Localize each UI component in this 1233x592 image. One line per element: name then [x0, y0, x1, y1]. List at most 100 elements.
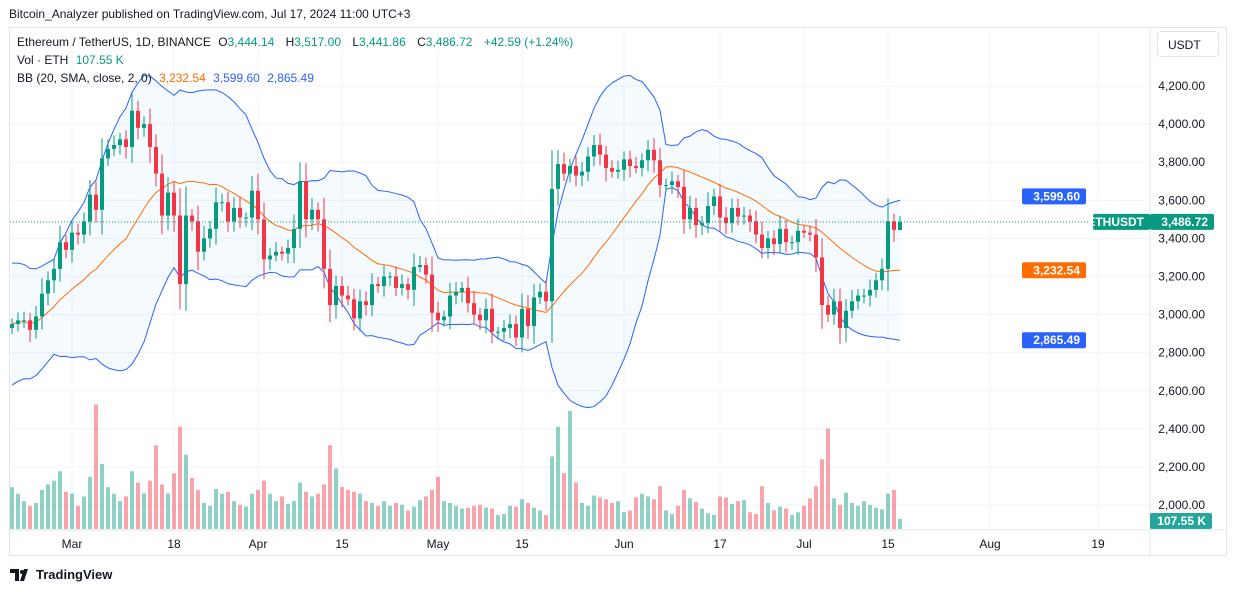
candle-body	[832, 301, 836, 315]
volume-bar	[448, 502, 452, 529]
volume-bar	[604, 499, 608, 529]
volume-bar	[790, 515, 794, 529]
volume-bar	[832, 498, 836, 529]
candle-body	[670, 181, 674, 186]
volume-bar	[94, 404, 98, 529]
currency-button[interactable]: USDT	[1157, 31, 1219, 57]
volume-bar	[310, 496, 314, 529]
price-tick-label: 4,000.00	[1158, 117, 1205, 131]
volume-bar	[490, 508, 494, 529]
open-label: O	[218, 35, 228, 49]
candle-body	[868, 289, 872, 296]
candle-body	[460, 287, 464, 292]
bb-upper-tag: 3,599.60	[1033, 189, 1080, 203]
price-tick-label: 2,600.00	[1158, 384, 1205, 398]
candle-body	[466, 287, 470, 304]
volume-bar	[670, 514, 674, 529]
candle-body	[772, 238, 776, 245]
volume-bar	[382, 501, 386, 529]
bb-lower-tag: 2,865.49	[1033, 333, 1080, 347]
volume-bar	[796, 512, 800, 529]
candle-body	[130, 110, 134, 147]
chart-frame[interactable]	[9, 27, 1227, 556]
volume-bar	[130, 471, 134, 529]
time-tick-label: 19	[1091, 537, 1105, 551]
candle-body	[34, 316, 38, 330]
publish-caption: Bitcoin_Analyzer published on TradingVie…	[9, 7, 411, 21]
bb-label: BB (20, SMA, close, 2, 0)	[17, 71, 152, 85]
candle-body	[556, 164, 560, 189]
candle-body	[568, 166, 572, 174]
candle-body	[478, 314, 482, 321]
candle-body	[394, 276, 398, 288]
candle-body	[502, 327, 506, 332]
candle-body	[484, 308, 488, 321]
volume-bar	[316, 493, 320, 529]
bb-upper-line	[12, 74, 901, 285]
candle-body	[418, 265, 422, 267]
volume-tag: 107.55 K	[1157, 514, 1206, 528]
candle-body	[268, 255, 272, 260]
candle-body	[22, 320, 26, 322]
candle-body	[622, 159, 626, 170]
candle-body	[406, 284, 410, 290]
candle-body	[820, 257, 824, 306]
volume-bar	[436, 476, 440, 529]
volume-bar	[82, 496, 86, 529]
candle-body	[202, 238, 206, 252]
volume-bar	[220, 493, 224, 529]
tradingview-logo[interactable]: TradingView	[10, 567, 112, 582]
candle-body	[454, 291, 458, 296]
volume-bar	[700, 508, 704, 529]
volume-bar	[274, 501, 278, 529]
bb-basis-tag: 3,232.54	[1033, 263, 1080, 277]
candle-body	[280, 251, 284, 254]
candle-body	[700, 223, 704, 226]
low-value: L3,441.86	[352, 35, 409, 49]
price-tick-label: 2,800.00	[1158, 346, 1205, 360]
time-tick-label: Aug	[979, 537, 1000, 551]
candle-body	[346, 295, 350, 300]
price-tick-label: 3,200.00	[1158, 270, 1205, 284]
close-number: 3,486.72	[425, 35, 473, 49]
volume-bar	[328, 445, 332, 529]
candle-body	[742, 215, 746, 217]
candle-body	[778, 228, 782, 245]
volume-bar	[598, 497, 602, 529]
volume-bar	[58, 471, 62, 529]
volume-bar	[748, 512, 752, 529]
volume-bar	[16, 493, 20, 529]
candle-body	[562, 164, 566, 174]
candle-body	[640, 160, 644, 168]
candle-body	[826, 305, 830, 315]
volume-bar	[346, 489, 350, 529]
candle-body	[694, 207, 698, 226]
candle-body	[886, 221, 890, 269]
volume-value: 107.55 K	[75, 53, 124, 67]
price-tick-label: 2,000.00	[1158, 498, 1205, 512]
volume-bar	[718, 496, 722, 529]
candle-body	[814, 234, 818, 258]
open-value: O3,444.14	[218, 35, 278, 49]
candle-body	[442, 316, 446, 321]
volume-bar	[76, 505, 80, 529]
volume-bar	[64, 491, 68, 529]
volume-bar	[466, 507, 470, 529]
candle-body	[154, 146, 158, 174]
candle-body	[28, 320, 32, 330]
volume-bar	[286, 503, 290, 529]
volume-bar	[760, 486, 764, 529]
volume-bar	[268, 493, 272, 529]
volume-bar	[166, 493, 170, 529]
volume-bar	[802, 505, 806, 529]
volume-bar	[184, 454, 188, 529]
candle-body	[112, 145, 116, 149]
candle-body	[784, 228, 788, 243]
volume-bar	[514, 506, 518, 529]
candle-body	[58, 242, 62, 269]
volume-bar	[880, 509, 884, 529]
candle-body	[856, 295, 860, 302]
volume-bar	[898, 518, 902, 529]
volume-bar	[742, 500, 746, 529]
